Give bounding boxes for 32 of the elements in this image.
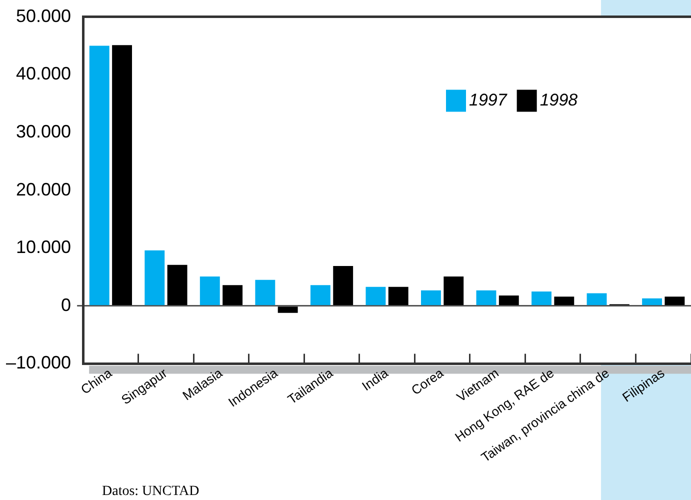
y-tick-label: 20.000 <box>16 179 72 200</box>
bar <box>664 296 685 306</box>
x-tick-label: India <box>359 364 392 394</box>
y-tick-label: 40.000 <box>16 64 72 84</box>
bar <box>310 285 330 306</box>
bar <box>167 264 188 306</box>
bar <box>444 276 464 306</box>
text: Datos: UNCTAD <box>102 484 200 500</box>
bar <box>642 298 662 306</box>
y-tick-label: 0 <box>61 294 72 315</box>
bar <box>255 280 276 306</box>
bar <box>89 46 110 306</box>
y-tick-label: 10.000 <box>16 237 72 258</box>
bar <box>476 290 496 306</box>
bar <box>421 290 441 306</box>
bar <box>200 276 220 306</box>
y-tick-label: –10.000 <box>6 352 72 373</box>
y-tick-label: 50.000 <box>16 6 72 26</box>
bar <box>278 306 298 313</box>
bar <box>144 250 165 306</box>
bar <box>112 45 132 306</box>
bar <box>586 293 607 306</box>
legend-label: 1997 <box>469 90 508 110</box>
bar <box>554 296 574 306</box>
y-tick-label: 30.000 <box>16 121 72 142</box>
bar <box>388 286 408 306</box>
bar <box>532 291 552 306</box>
bar <box>333 266 354 306</box>
bar <box>498 296 519 306</box>
bar <box>366 286 386 306</box>
bar <box>222 285 243 306</box>
legend-label: 1998 <box>540 90 578 110</box>
